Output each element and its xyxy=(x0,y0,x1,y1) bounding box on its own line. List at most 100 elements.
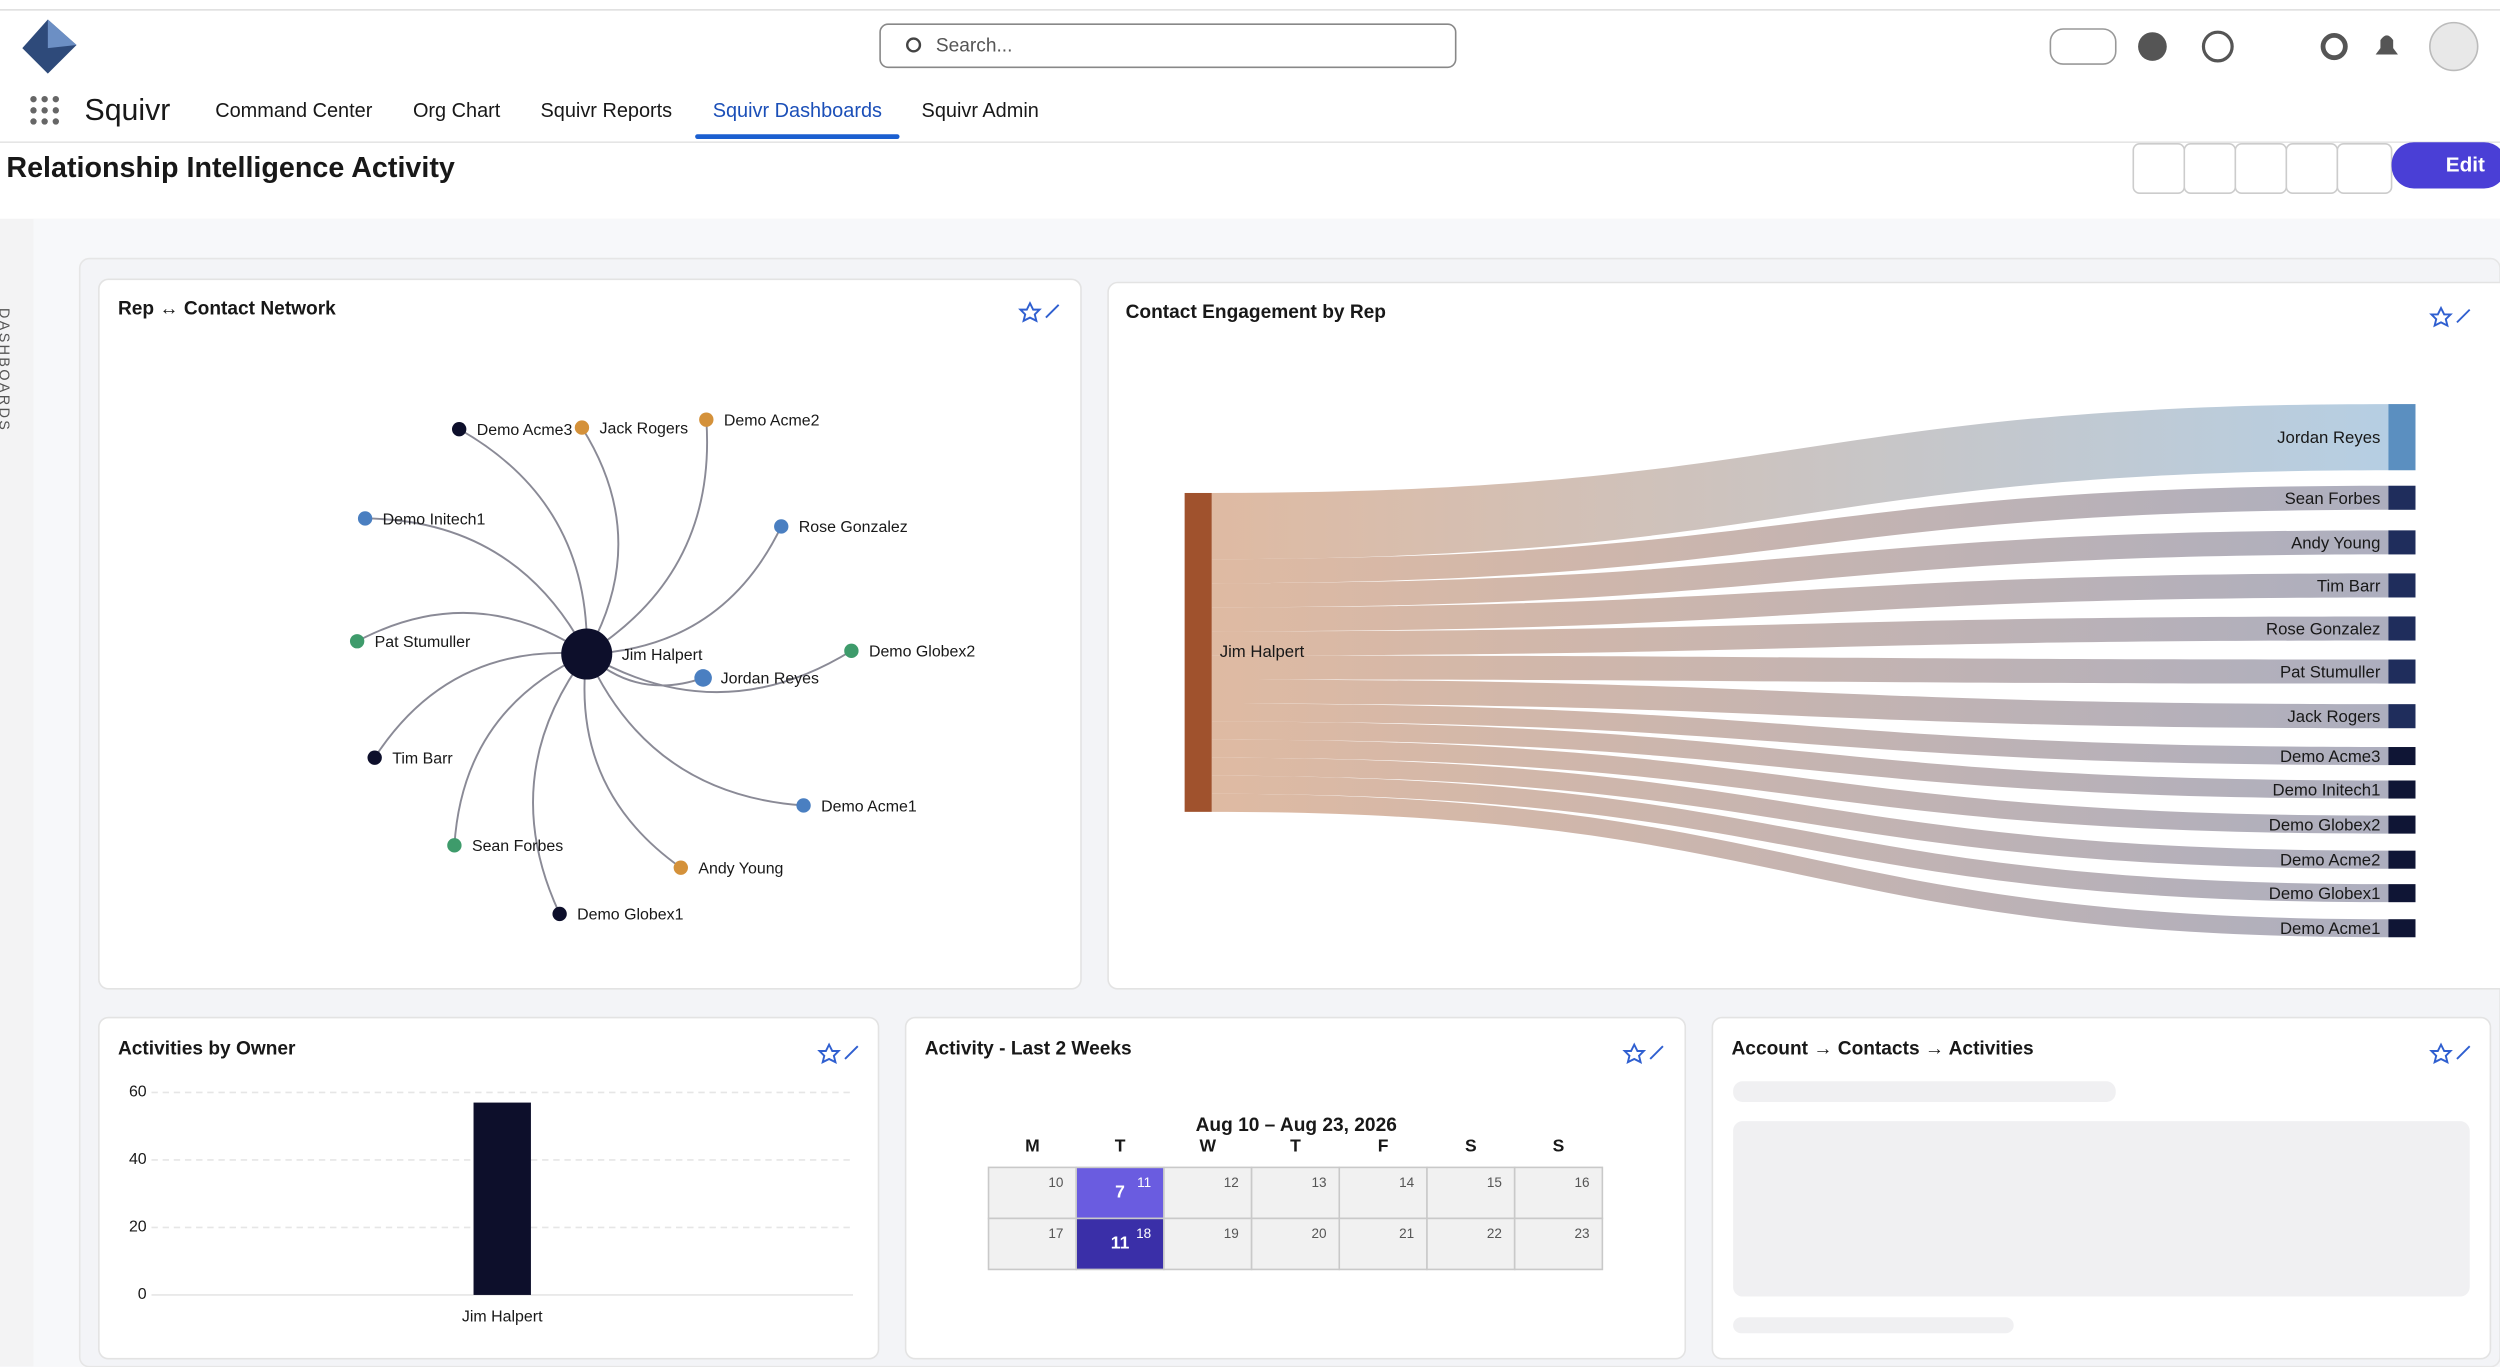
toolbar xyxy=(2132,143,2393,195)
toolbar-button[interactable] xyxy=(2183,143,2237,195)
calendar-count: 11 xyxy=(1111,1233,1130,1253)
notifications-button[interactable] xyxy=(2375,35,2398,55)
sankey-link xyxy=(1211,679,2389,729)
bar xyxy=(473,1102,531,1295)
nav-tab[interactable]: Squivr Reports xyxy=(540,100,672,122)
sankey-target-label: Rose Gonzalez xyxy=(2266,620,2380,639)
toolbar-button[interactable] xyxy=(2336,143,2393,195)
sankey-link xyxy=(1211,757,2389,869)
settings-button[interactable] xyxy=(2320,32,2348,61)
toolbar-button[interactable] xyxy=(2234,143,2288,195)
network-node-label: Rose Gonzalez xyxy=(799,519,908,536)
network-node-label: Andy Young xyxy=(698,860,783,877)
weekday-label: T xyxy=(1290,1135,1301,1155)
calendar-cell xyxy=(1513,1166,1604,1220)
x-tick-label: Jim Halpert xyxy=(462,1308,543,1325)
skeleton xyxy=(1733,1081,2116,1103)
calendar-day: 22 xyxy=(1487,1226,1502,1241)
calendar-day: 20 xyxy=(1311,1226,1326,1241)
panel-actions[interactable] xyxy=(817,301,2471,1064)
network-node xyxy=(699,412,714,427)
network-edge xyxy=(586,526,783,655)
network-edge xyxy=(586,419,709,655)
logo[interactable] xyxy=(22,19,77,74)
sankey-target-label: Demo Acme3 xyxy=(2280,747,2380,766)
nav-tab[interactable]: Org Chart xyxy=(413,100,501,122)
calendar-cell xyxy=(1250,1217,1341,1271)
calendar-day: 19 xyxy=(1224,1226,1239,1241)
network-node-label: Demo Globex1 xyxy=(577,907,683,924)
y-tick-label: 20 xyxy=(129,1219,147,1236)
sidebar-label[interactable]: DASHBOARDS xyxy=(0,308,11,432)
search-box[interactable] xyxy=(879,23,1457,69)
calendar-cell xyxy=(1338,1217,1428,1271)
sankey-target-node xyxy=(2388,815,2416,834)
calendar-cell xyxy=(1338,1166,1428,1220)
sankey-source-node xyxy=(1184,492,1212,812)
header-icons xyxy=(2049,21,2479,72)
calendar-cell xyxy=(987,1217,1078,1271)
sankey-target-label: Jack Rogers xyxy=(2287,707,2380,726)
toolbar-button[interactable] xyxy=(2285,143,2339,195)
network-edge xyxy=(453,653,588,846)
weekday-label: M xyxy=(1025,1135,1040,1155)
sankey-link xyxy=(1211,573,2389,632)
network-node-label: Demo Acme1 xyxy=(821,798,917,815)
network-edge xyxy=(458,428,588,655)
panel-title: Activity - Last 2 Weeks xyxy=(925,1038,1132,1059)
edit-button[interactable] xyxy=(2391,142,2500,189)
calendar-cell xyxy=(1163,1166,1253,1220)
weekday-label: S xyxy=(1465,1135,1477,1155)
network-node-label: Sean Forbes xyxy=(472,838,563,855)
trailhead-button[interactable] xyxy=(2201,30,2234,63)
calendar-day: 17 xyxy=(1048,1226,1063,1241)
sankey-link xyxy=(1211,739,2389,834)
toolbar-button[interactable] xyxy=(2132,143,2186,195)
sankey-target-node xyxy=(2388,404,2416,471)
panel-title: Contact Engagement by Rep xyxy=(1126,302,1386,323)
network-node xyxy=(673,860,688,875)
network-center-label: Jim Halpert xyxy=(622,647,703,664)
nav-tab[interactable]: Squivr Admin xyxy=(922,100,1039,122)
sankey-target-node xyxy=(2388,485,2416,510)
sankey-target-label: Jordan Reyes xyxy=(2277,428,2380,447)
avatar[interactable] xyxy=(2429,21,2479,72)
add-button[interactable] xyxy=(2138,32,2167,61)
nav-tab[interactable]: Squivr Dashboards xyxy=(713,100,882,122)
calendar-day: 10 xyxy=(1048,1175,1063,1190)
network-node-label: Jordan Reyes xyxy=(721,671,819,688)
calendar-day: 21 xyxy=(1399,1226,1414,1241)
network-node-label: Pat Stumuller xyxy=(375,634,471,651)
calendar-day: 11 xyxy=(1137,1175,1151,1190)
favorites-button[interactable] xyxy=(2049,28,2117,65)
edit-button-label: Edit xyxy=(2446,154,2485,177)
network-edge xyxy=(585,653,804,807)
sankey-link xyxy=(1211,616,2389,656)
sankey-target-label: Demo Acme2 xyxy=(2280,851,2380,870)
network-node-label: Demo Acme3 xyxy=(477,422,573,439)
sankey-target-label: Demo Globex2 xyxy=(2269,816,2381,835)
nav-tab[interactable]: Command Center xyxy=(215,100,372,122)
network-node xyxy=(574,420,590,435)
sankey-target-node xyxy=(2388,659,2416,684)
help-button[interactable] xyxy=(2266,31,2297,62)
calendar-day: 16 xyxy=(1575,1175,1590,1190)
y-tick-label: 40 xyxy=(129,1151,147,1168)
app-launcher[interactable] xyxy=(30,95,59,125)
sankey-link xyxy=(1211,530,2389,608)
y-tick-label: 0 xyxy=(138,1286,147,1303)
sankey-link xyxy=(1211,404,2389,560)
network-node xyxy=(452,422,467,437)
sankey-target-node xyxy=(2388,747,2416,766)
calendar-day: 23 xyxy=(1575,1226,1590,1241)
network-edge xyxy=(373,652,587,759)
page-title: Relationship Intelligence Activity xyxy=(6,152,455,184)
calendar-count: 7 xyxy=(1115,1182,1125,1202)
network-edge xyxy=(583,653,682,869)
active-tab-indicator xyxy=(695,134,900,140)
sankey-target-node xyxy=(2388,780,2416,799)
sankey-link xyxy=(1211,485,2389,584)
network-node xyxy=(357,511,373,526)
